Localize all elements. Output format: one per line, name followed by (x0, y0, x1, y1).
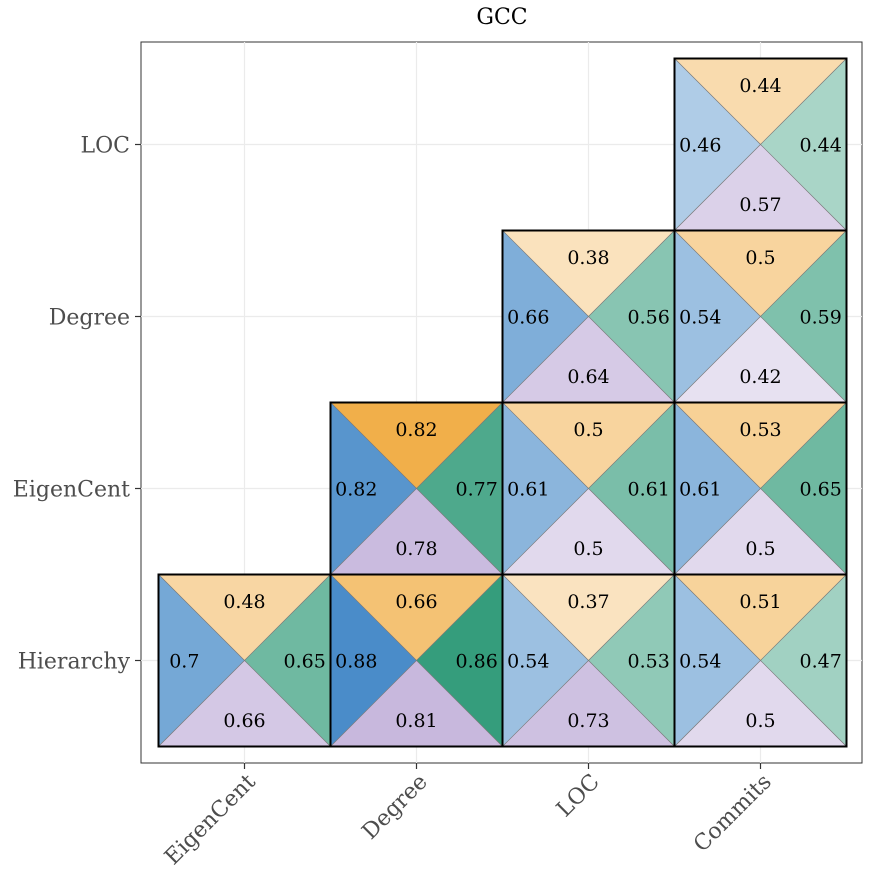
data-label-right: 0.65 (284, 651, 326, 673)
cells: 0.480.7 0.650.660.660.88 0.860.810.370.54 0… (157, 57, 848, 748)
data-label-left: 0.66 (507, 307, 549, 329)
data-label-bottom: 0.57 (739, 194, 781, 216)
x-tick-label: Degree (358, 770, 433, 845)
cell-degree-eigencent: 0.82 0.82 0.77 0.78 (329, 401, 504, 576)
data-label-bottom: 0.5 (745, 710, 775, 732)
cell-loc-hierarchy: 0.37 0.54 0.53 0.73 (501, 573, 676, 748)
data-label-top: 0.48 (223, 591, 265, 613)
data-label-bottom: 0.66 (223, 710, 265, 732)
data-label-right: 0.47 (800, 651, 842, 673)
chart-title: GCC (476, 5, 527, 30)
data-label-bottom: 0.78 (395, 538, 437, 560)
data-label-top: 0.5 (745, 247, 775, 269)
data-label-right: 0.59 (800, 307, 842, 329)
cell-commits-degree: 0.5 0.54 0.59 0.42 (673, 229, 848, 404)
data-label-right: 0.44 (800, 135, 842, 157)
data-label-right: 0.53 (628, 651, 670, 673)
data-label-bottom: 0.81 (395, 710, 437, 732)
data-label-right: 0.77 (456, 479, 498, 501)
data-label-bottom: 0.42 (739, 366, 781, 388)
data-label-left: 0.61 (679, 479, 721, 501)
data-label-top: 0.53 (739, 419, 781, 441)
cell-eigencent-hierarchy: 0.48 0.7 0.65 0.66 (157, 573, 332, 748)
y-tick-label: Degree (49, 306, 130, 331)
data-label-top: 0.37 (567, 591, 609, 613)
cell-loc-eigencent: 0.5 0.61 0.61 0.5 (501, 401, 676, 576)
data-label-right: 0.61 (628, 479, 670, 501)
y-tick-label: EigenCent (13, 478, 130, 503)
data-label-bottom: 0.5 (745, 538, 775, 560)
y-tick-label: LOC (81, 134, 130, 159)
data-label-top: 0.38 (567, 247, 609, 269)
data-label-top: 0.5 (573, 419, 603, 441)
data-label-right: 0.86 (456, 651, 498, 673)
data-label-left: 0.46 (679, 135, 721, 157)
data-label-left: 0.54 (507, 651, 549, 673)
x-tick-label: LOC (552, 770, 605, 823)
data-label-left: 0.54 (679, 307, 721, 329)
cell-degree-hierarchy: 0.66 0.88 0.86 0.81 (329, 573, 504, 748)
cell-border (673, 57, 848, 232)
data-label-left: 0.82 (335, 479, 377, 501)
cell-commits-hierarchy: 0.51 0.54 0.47 0.5 (673, 573, 848, 748)
data-label-bottom: 0.73 (567, 710, 609, 732)
data-label-right: 0.56 (628, 307, 670, 329)
data-label-top: 0.66 (395, 591, 437, 613)
data-label-bottom: 0.5 (573, 538, 603, 560)
cell-commits-loc: 0.44 0.46 0.44 0.57 (673, 57, 848, 232)
y-tick-label: Hierarchy (18, 650, 131, 675)
data-label-right: 0.65 (800, 479, 842, 501)
cell-commits-eigencent: 0.53 0.61 0.65 0.5 (673, 401, 848, 576)
data-label-left: 0.54 (679, 651, 721, 673)
data-label-left: 0.61 (507, 479, 549, 501)
data-label-top: 0.44 (739, 75, 781, 97)
data-label-left: 0.7 (169, 651, 199, 673)
data-label-top: 0.51 (739, 591, 781, 613)
cell-loc-degree: 0.38 0.66 0.56 0.64 (501, 229, 676, 404)
data-label-bottom: 0.64 (567, 366, 609, 388)
data-label-left: 0.88 (335, 651, 377, 673)
x-tick-label: EigenCent (160, 769, 261, 870)
x-tick-label: Commits (689, 770, 777, 858)
data-label-top: 0.82 (395, 419, 437, 441)
